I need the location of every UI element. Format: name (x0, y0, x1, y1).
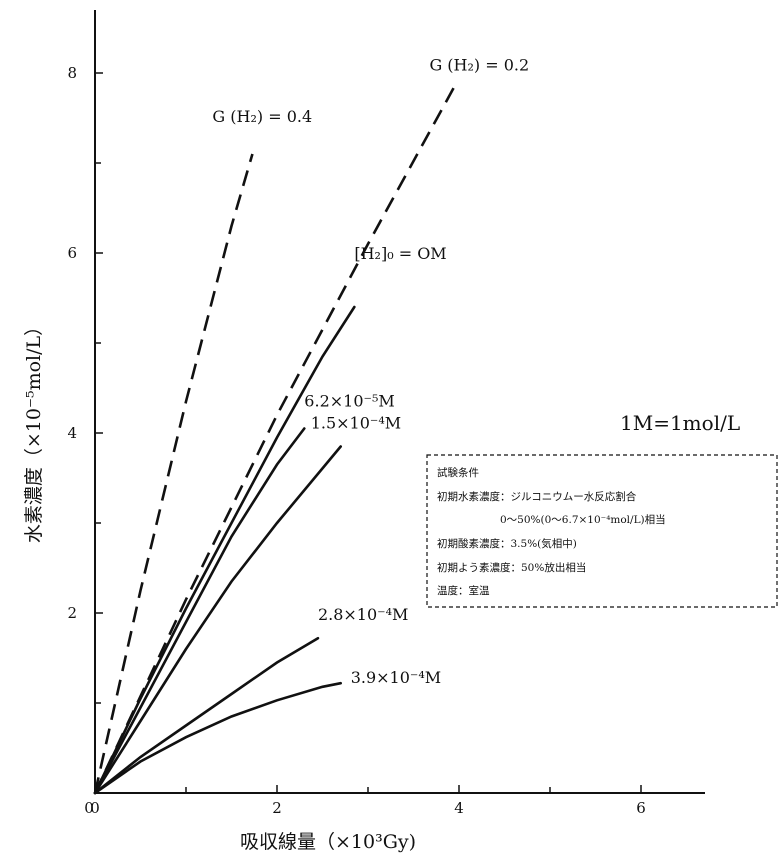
series-line-7 (93, 681, 343, 795)
conditions-line-3: 初期酸素濃度：3.5%(気相中) (437, 537, 577, 550)
y-axis-title: 水素濃度（×10⁻⁵mol/L） (23, 317, 45, 543)
series-label-6: 2.8×10⁻⁴M (318, 605, 408, 624)
series-label-2: G (H₂) = 0.2 (429, 56, 529, 75)
y-tick-label-4: 4 (67, 424, 77, 442)
axis-ticks: 0 2 4 6 2 4 6 8 0 (67, 64, 645, 817)
series-line-6 (93, 636, 320, 795)
series-line-3 (93, 305, 356, 795)
series-group (93, 85, 456, 795)
x-axis-title: 吸収線量（×10³Gy) (240, 831, 416, 853)
series-line-5 (93, 445, 343, 795)
series-line-1 (93, 153, 254, 794)
series-label-1: G (H₂) = 0.4 (212, 107, 312, 126)
y-tick-label-2: 2 (67, 604, 77, 622)
conditions-line-5: 温度：室温 (437, 584, 490, 597)
conditions-title: 試験条件 (437, 466, 479, 479)
conditions-line-1: 初期水素濃度：ジルコニウムー水反応割合 (437, 490, 637, 503)
series-label-7: 3.9×10⁻⁴M (351, 668, 441, 687)
y-tick-label-8: 8 (67, 64, 77, 82)
x-tick-label-0: 0 (90, 799, 100, 817)
series-label-5: 1.5×10⁻⁴M (311, 414, 401, 433)
conditions-line-2: 0～50%(0～6.7×10⁻⁴mol/L)相当 (500, 513, 666, 526)
series-labels: G (H₂) = 0.4 G (H₂) = 0.2 [H₂]₀ = OM 6.2×10… (212, 56, 529, 688)
y-tick-label-6: 6 (67, 244, 77, 262)
x-tick-label-6: 6 (636, 799, 646, 817)
x-tick-label-2: 2 (272, 799, 282, 817)
units-annotation: 1M=1mol/L (620, 411, 740, 435)
origin-label: 0 (84, 799, 94, 817)
series-line-4 (93, 427, 306, 795)
conditions-line-4: 初期よう素濃度：50%放出相当 (437, 561, 586, 574)
conditions-box-frame (426, 454, 778, 608)
test-conditions-box: 試験条件 初期水素濃度：ジルコニウムー水反応割合 0～50%(0～6.7×10⁻… (426, 454, 778, 608)
x-tick-label-4: 4 (454, 799, 464, 817)
series-label-3: [H₂]₀ = OM (354, 244, 446, 263)
series-label-4: 6.2×10⁻⁵M (304, 392, 394, 411)
